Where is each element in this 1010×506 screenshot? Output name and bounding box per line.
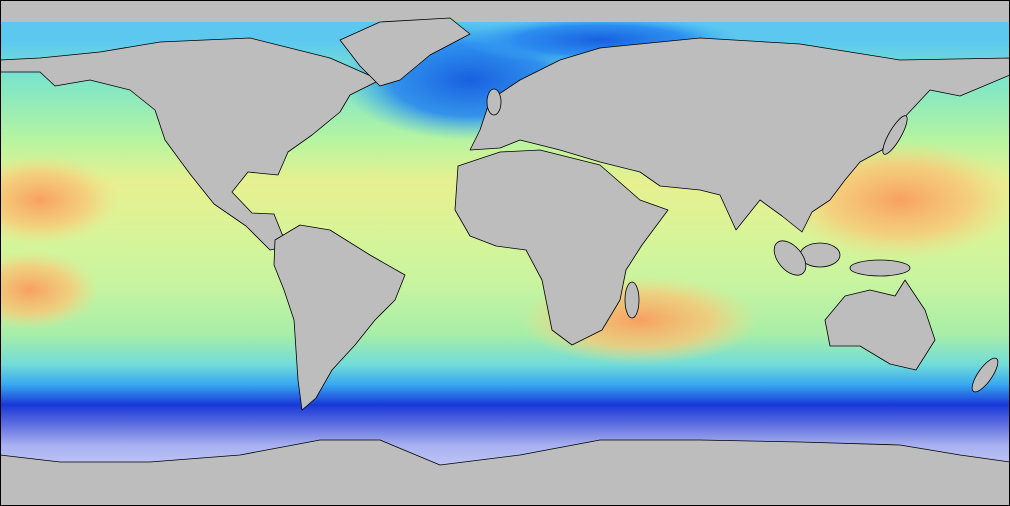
arctic — [0, 0, 1010, 22]
new-guinea — [849, 259, 911, 277]
north-america — [0, 37, 381, 251]
japan — [882, 115, 908, 155]
britain — [486, 88, 502, 116]
borneo — [799, 242, 841, 268]
greenland — [339, 17, 471, 87]
warm-region — [0, 155, 120, 245]
eurasia — [469, 37, 1010, 233]
warm-region — [0, 250, 100, 330]
new-zealand — [971, 357, 999, 393]
south-america — [273, 224, 406, 411]
antarctica — [0, 439, 1010, 506]
africa — [454, 149, 669, 346]
landmasses — [0, 17, 1010, 506]
madagascar — [624, 281, 640, 319]
australia — [824, 279, 936, 371]
sumatra — [773, 240, 807, 276]
